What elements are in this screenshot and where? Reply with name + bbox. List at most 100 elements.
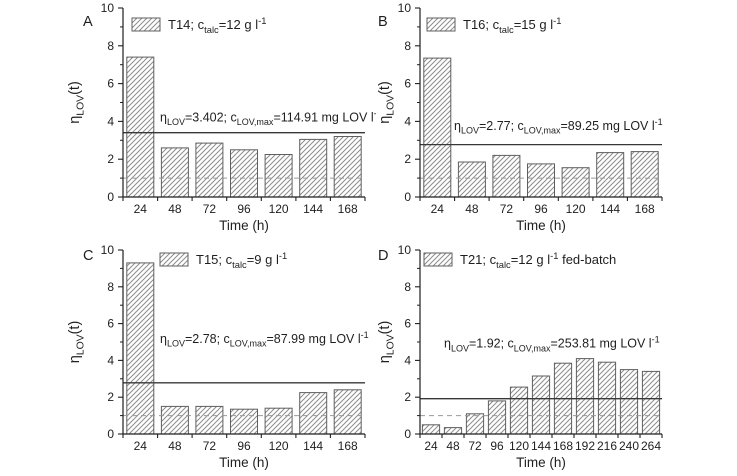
y-tick-label: 4: [107, 353, 114, 367]
x-tick-label: 168: [635, 202, 655, 216]
x-tick-label: 144: [600, 202, 620, 216]
x-tick-label: 72: [500, 202, 514, 216]
y-axis-title: ηLOV(t): [377, 321, 396, 364]
y-tick-label: 0: [404, 190, 411, 204]
bar: [492, 154, 521, 198]
bar: [230, 408, 258, 435]
bar: [126, 262, 155, 435]
bar: [160, 405, 189, 435]
panel-letter: D: [378, 248, 388, 264]
bar: [596, 152, 625, 198]
annotation-text: ηLOV=1.92; cLOV,max=253.81 mg LOV l-1: [444, 335, 660, 354]
legend-label: T21; ctalc=12 g l-1 fed-batch: [460, 250, 616, 270]
bar: [333, 136, 362, 198]
annotation-text: ηLOV=3.402; cLOV,max=114.91 mg LOV l-1: [160, 108, 376, 127]
bar: [160, 147, 189, 198]
x-tick-label: 96: [237, 202, 251, 216]
x-tick-label: 120: [509, 439, 529, 453]
y-tick-label: 8: [107, 280, 114, 294]
x-tick-label: 48: [446, 439, 460, 453]
x-tick-label: 168: [338, 202, 358, 216]
bar: [457, 161, 486, 198]
legend-label: T15; ctalc=9 g l-1: [196, 250, 287, 270]
bar: [230, 149, 258, 198]
bar: [630, 151, 659, 198]
x-axis-title: Time (h): [219, 218, 269, 233]
x-tick-label: 96: [490, 439, 504, 453]
bar: [487, 400, 507, 435]
bar: [264, 154, 293, 198]
y-tick-label: 8: [404, 39, 411, 53]
y-tick-label: 4: [404, 353, 411, 367]
y-tick-label: 10: [398, 243, 412, 257]
bar: [575, 358, 595, 435]
bar: [443, 427, 463, 435]
x-tick-label: 144: [303, 202, 323, 216]
x-tick-label: 96: [237, 439, 251, 453]
x-tick-label: 192: [575, 439, 595, 453]
y-tick-label: 2: [107, 390, 114, 404]
bar: [531, 375, 551, 435]
y-tick-label: 8: [404, 280, 411, 294]
y-tick-label: 2: [404, 390, 411, 404]
x-axis-title: Time (h): [516, 455, 566, 470]
bar: [126, 56, 155, 198]
y-axis-title: ηLOV(t): [377, 81, 396, 124]
bar: [509, 386, 529, 435]
x-tick-label: 72: [468, 439, 482, 453]
x-tick-label: 144: [303, 439, 323, 453]
bar: [423, 57, 452, 198]
x-tick-label: 48: [168, 202, 182, 216]
y-tick-label: 0: [107, 427, 114, 441]
y-tick-label: 2: [107, 152, 114, 166]
bar: [299, 138, 328, 198]
y-tick-label: 6: [404, 317, 411, 331]
legend-swatch: [426, 17, 456, 32]
x-tick-label: 48: [168, 439, 182, 453]
x-tick-label: 72: [203, 202, 217, 216]
annotation-text: ηLOV=2.78; cLOV,max=87.99 mg LOV l-1: [160, 330, 369, 349]
y-tick-label: 10: [101, 1, 115, 15]
x-tick-label: 168: [338, 439, 358, 453]
bar: [195, 142, 224, 198]
x-tick-label: 120: [269, 202, 289, 216]
y-tick-label: 6: [107, 77, 114, 91]
x-tick-label: 168: [553, 439, 573, 453]
x-tick-label: 24: [134, 439, 148, 453]
y-tick-label: 0: [107, 190, 114, 204]
legend-swatch: [423, 252, 453, 267]
y-tick-label: 2: [404, 152, 411, 166]
x-tick-label: 240: [619, 439, 639, 453]
legend-label: T16; ctalc=15 g l-1: [463, 15, 561, 35]
panel-letter: A: [83, 14, 93, 30]
bar: [299, 392, 328, 435]
x-tick-label: 24: [134, 202, 148, 216]
bar: [195, 405, 224, 435]
x-tick-label: 120: [566, 202, 586, 216]
x-axis-title: Time (h): [219, 455, 269, 470]
bar: [561, 167, 590, 198]
y-tick-label: 4: [107, 114, 114, 128]
x-tick-label: 216: [597, 439, 617, 453]
x-axis-title: Time (h): [516, 218, 566, 233]
y-tick-label: 0: [404, 427, 411, 441]
x-tick-label: 264: [641, 439, 661, 453]
y-tick-label: 6: [107, 317, 114, 331]
x-tick-label: 120: [269, 439, 289, 453]
bar: [264, 407, 293, 435]
bar: [333, 389, 362, 435]
panel-letter: C: [83, 248, 93, 264]
x-tick-label: 24: [431, 202, 445, 216]
panel-letter: B: [378, 14, 388, 30]
x-tick-label: 48: [465, 202, 479, 216]
annotation-text: ηLOV=2.77; cLOV,max=89.25 mg LOV l-1: [454, 117, 663, 136]
bar: [619, 369, 639, 435]
x-tick-label: 72: [203, 439, 217, 453]
legend-label: T14; ctalc=12 g l-1: [168, 15, 266, 35]
legend-swatch: [131, 17, 161, 32]
y-tick-label: 10: [398, 1, 412, 15]
